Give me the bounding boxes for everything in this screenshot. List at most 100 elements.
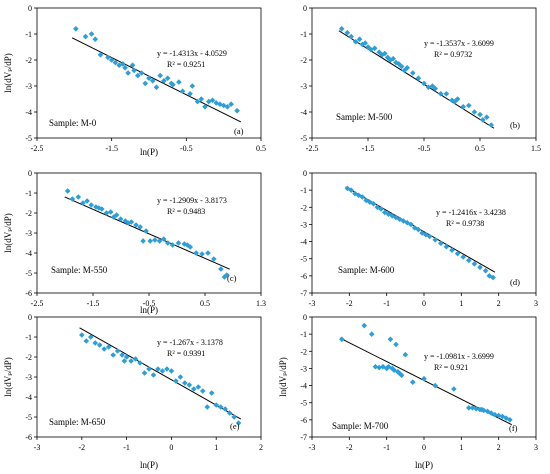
x-tick-label: -1.5: [362, 144, 375, 153]
y-tick-label: -4: [300, 382, 307, 391]
data-point: [471, 109, 478, 115]
data-point: [411, 225, 418, 231]
data-point: [359, 41, 366, 48]
data-point: [224, 104, 231, 110]
data-point: [460, 254, 466, 260]
data-point: [186, 382, 193, 388]
data-point: [209, 97, 216, 104]
data-point: [499, 413, 506, 420]
y-tick-label: -2: [300, 56, 307, 65]
data-point: [503, 415, 509, 421]
data-point: [199, 388, 206, 394]
trend-line: [79, 327, 242, 420]
data-point: [110, 352, 116, 358]
data-point: [466, 102, 472, 109]
y-tick-label: -5: [25, 134, 32, 143]
data-point: [119, 352, 125, 358]
data-point: [96, 342, 103, 348]
data-point: [460, 104, 466, 110]
data-point: [454, 96, 461, 102]
data-point: [382, 209, 388, 216]
data-point: [92, 340, 99, 346]
data-point: [492, 411, 498, 418]
data-point: [101, 346, 107, 352]
data-point: [404, 219, 410, 226]
data-point: [199, 251, 205, 257]
x-tick-label: -2: [78, 443, 85, 452]
y-tick-label: -1: [25, 189, 32, 198]
data-point: [121, 358, 128, 364]
data-point: [385, 211, 392, 217]
data-point: [165, 240, 171, 246]
y-tick-label: -1: [25, 333, 32, 342]
data-point: [401, 67, 408, 74]
data-point: [84, 198, 90, 204]
data-point: [218, 266, 224, 272]
data-point: [404, 65, 410, 71]
y-tick-label: -7: [300, 433, 307, 442]
data-point: [393, 341, 399, 348]
data-point: [480, 407, 487, 414]
data-point: [415, 75, 422, 81]
y-tick-label: 0: [303, 169, 307, 178]
y-tick-label: -2: [300, 347, 307, 356]
data-point: [396, 61, 402, 67]
chart-panel: -2.5 -1.5 -0.5 0.5 1.3 0 -1 -2 -3 -4 -5 -6 y = -1.29…: [3, 169, 266, 315]
x-tick-label: -3: [34, 443, 41, 452]
y-tick-label: -2: [25, 353, 32, 362]
data-point: [432, 382, 438, 389]
data-point: [143, 228, 149, 234]
data-point: [114, 348, 121, 354]
data-point: [176, 79, 182, 85]
x-tick-label: 1: [214, 443, 218, 452]
plot-frame: [36, 7, 262, 139]
data-point: [75, 194, 82, 200]
data-point: [204, 404, 211, 410]
data-point: [198, 96, 205, 102]
data-point: [423, 231, 429, 238]
data-point: [389, 365, 396, 372]
y-tick-label: -4: [25, 249, 32, 258]
x-tick-label: 0: [169, 443, 173, 452]
y-tick-label: -5: [300, 134, 307, 143]
data-point: [344, 29, 351, 36]
data-point: [469, 405, 476, 411]
panel-label: (a): [234, 126, 244, 136]
r-squared: R² = 0.9732: [434, 50, 472, 59]
data-point: [507, 417, 513, 423]
data-point: [363, 197, 369, 204]
data-point: [432, 85, 438, 92]
data-point: [147, 238, 153, 244]
data-point: [157, 72, 163, 79]
data-point: [352, 39, 359, 45]
data-point: [135, 72, 141, 79]
data-point: [120, 61, 126, 67]
data-point: [471, 261, 478, 267]
data-point: [177, 374, 184, 380]
data-point: [122, 65, 128, 71]
y-tick-label: -1: [25, 30, 32, 39]
data-point: [97, 52, 104, 58]
panel-label: (f): [509, 423, 518, 433]
x-axis-label: ln(P): [140, 147, 158, 157]
y-tick-label: -5: [25, 413, 32, 422]
y-tick-label: -6: [300, 416, 307, 425]
data-point: [355, 192, 362, 199]
data-point: [142, 80, 149, 87]
data-point: [208, 390, 215, 396]
data-point: [362, 40, 368, 46]
x-tick-label: -3: [309, 443, 316, 452]
data-point: [389, 213, 396, 219]
x-tick-label: 1.3: [256, 299, 266, 308]
y-tick-label: 0: [28, 4, 32, 13]
y-tick-label: -4: [300, 238, 307, 247]
data-point: [368, 46, 374, 53]
data-point: [202, 104, 208, 110]
panel-label: (d): [510, 277, 520, 287]
y-tick-label: -1: [300, 30, 307, 39]
data-point: [473, 405, 480, 412]
data-point: [105, 344, 112, 350]
x-tick-label: -1.5: [87, 299, 100, 308]
y-tick-label: -4: [25, 393, 32, 402]
regression-equation: y = -1.4313x - 4.0529: [157, 49, 227, 58]
